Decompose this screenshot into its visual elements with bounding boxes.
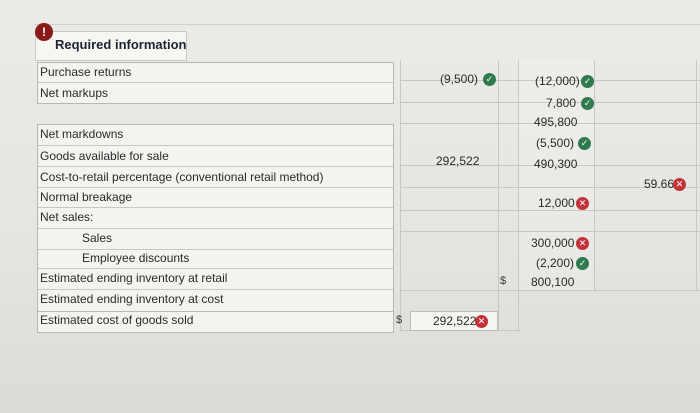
retail-goods-available-value[interactable]: 490,300 [534, 157, 578, 171]
cost-goods-available-value[interactable]: 292,522 [436, 154, 480, 168]
alert-icon: ! [35, 23, 53, 41]
row-divider [38, 268, 393, 269]
row-label-sales: Sales [82, 231, 113, 245]
grid-vline [696, 60, 697, 290]
row-label-goods-available: Goods available for sale [40, 149, 169, 163]
cost-dollar-sign: $ [396, 314, 403, 326]
row-box [37, 311, 394, 333]
grid-hline [400, 80, 700, 81]
x-circle-icon: ✕ [576, 237, 589, 250]
retail-purchase-returns-value[interactable]: (12,000) [535, 74, 580, 88]
check-circle-icon: ✓ [578, 137, 591, 150]
row-label-net-markdowns: Net markdowns [40, 127, 124, 141]
grid-hline [400, 210, 700, 211]
row-label-net-markups: Net markups [40, 86, 109, 100]
row-label-employee-discounts: Employee discounts [82, 251, 190, 265]
row-divider [38, 207, 393, 208]
retail-employee-discounts-value[interactable]: (2,200) [536, 256, 575, 270]
retail-normal-breakage-value[interactable]: 12,000 [538, 196, 575, 210]
row-divider [38, 82, 393, 83]
row-label-net-sales: Net sales: [40, 210, 94, 224]
row-box [37, 62, 394, 104]
row-label-cost-to-retail: Cost-to-retail percentage (conventional … [40, 170, 324, 184]
row-box [37, 124, 394, 313]
check-circle-icon: ✓ [576, 257, 589, 270]
x-circle-icon: ✕ [475, 315, 488, 328]
cost-purchase-returns-value[interactable]: (9,500) [440, 72, 479, 86]
row-divider [38, 187, 393, 188]
check-circle-icon: ✓ [581, 75, 594, 88]
grid-vline [498, 60, 499, 330]
x-circle-icon: ✕ [576, 197, 589, 210]
row-divider [38, 289, 393, 290]
retail-est-end-inv-retail-value[interactable]: 800,100 [531, 275, 575, 289]
retail-subtotal-value[interactable]: 495,800 [534, 115, 578, 129]
row-label-purchase-returns: Purchase returns [40, 65, 132, 79]
cost-est-cogs-value: 292,522 [433, 314, 477, 328]
grid-hline [400, 187, 700, 188]
grid-vline [400, 60, 401, 330]
retail-net-markups-value[interactable]: 7,800 [546, 96, 577, 110]
retail-dollar-sign: $ [500, 275, 507, 287]
required-info-title: Required information [55, 37, 187, 52]
retail-net-markdowns-value[interactable]: (5,500) [536, 136, 575, 150]
retail-sales-value[interactable]: 300,000 [531, 236, 575, 250]
grid-hline [400, 290, 700, 291]
check-circle-icon: ✓ [483, 73, 496, 86]
x-circle-icon: ✕ [673, 178, 686, 191]
row-divider [38, 145, 393, 146]
row-label-est-end-inv-retail: Estimated ending inventory at retail [40, 271, 228, 285]
grid-hline [400, 123, 700, 124]
row-label-normal-breakage: Normal breakage [40, 190, 133, 204]
row-divider [38, 166, 393, 167]
grid-hline [400, 231, 700, 232]
grid-vline [594, 60, 595, 290]
check-circle-icon: ✓ [581, 97, 594, 110]
row-label-est-cogs: Estimated cost of goods sold [40, 313, 194, 327]
required-info-header [35, 31, 187, 61]
retail-column-shade [518, 60, 594, 290]
grid-vline [518, 60, 519, 330]
row-divider [38, 228, 393, 229]
divider [35, 24, 700, 25]
grid-hline [400, 165, 700, 166]
row-label-est-end-inv-cost: Estimated ending inventory at cost [40, 292, 224, 306]
cost-to-retail-ratio-value[interactable]: 59.66 [644, 177, 675, 191]
row-divider [38, 249, 393, 250]
grid-hline [400, 102, 700, 103]
